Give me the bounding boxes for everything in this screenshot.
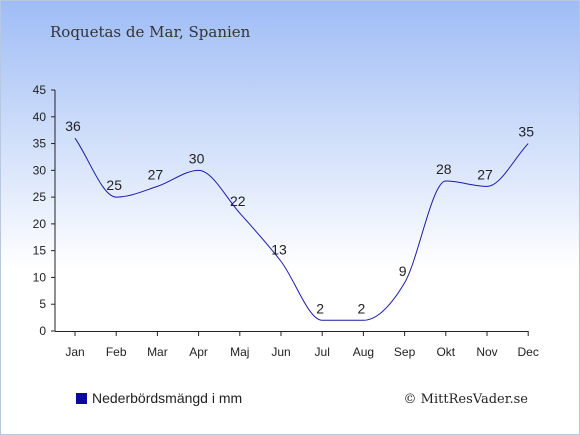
y-tick-label: 5 bbox=[39, 297, 46, 311]
data-label: 36 bbox=[65, 118, 81, 134]
y-tick-label: 45 bbox=[33, 83, 47, 97]
y-tick-label: 0 bbox=[39, 324, 46, 338]
data-label: 2 bbox=[316, 300, 324, 316]
x-tick-label: Feb bbox=[106, 345, 127, 359]
x-tick-label: Jan bbox=[65, 345, 84, 359]
data-label: 9 bbox=[399, 263, 407, 279]
x-tick-label: Sep bbox=[394, 345, 416, 359]
x-tick-label: Nov bbox=[476, 345, 497, 359]
y-tick-label: 30 bbox=[33, 163, 47, 177]
x-tick-label: Okt bbox=[436, 345, 455, 359]
chart-title: Roquetas de Mar, Spanien bbox=[50, 23, 251, 41]
y-tick-label: 15 bbox=[33, 244, 47, 258]
data-label: 35 bbox=[518, 124, 534, 140]
credit-text: © MittResVader.se bbox=[404, 392, 529, 407]
data-label: 27 bbox=[148, 166, 164, 182]
y-tick-label: 10 bbox=[33, 270, 47, 284]
x-tick-label: Jul bbox=[315, 345, 330, 359]
x-tick-label: Aug bbox=[353, 345, 374, 359]
axes bbox=[51, 89, 529, 336]
legend: Nederbördsmängd i mm bbox=[76, 390, 242, 406]
legend-marker bbox=[76, 393, 87, 404]
data-label: 2 bbox=[358, 300, 366, 316]
x-tick-label: Dec bbox=[518, 345, 539, 359]
data-label: 22 bbox=[230, 193, 246, 209]
data-label: 28 bbox=[436, 161, 452, 177]
x-tick-label: Maj bbox=[230, 345, 249, 359]
y-tick-label: 20 bbox=[33, 217, 47, 231]
data-label: 13 bbox=[271, 241, 287, 257]
x-tick-label: Jun bbox=[271, 345, 290, 359]
y-tick-label: 40 bbox=[33, 110, 47, 124]
data-label: 30 bbox=[189, 150, 205, 166]
data-label: 25 bbox=[106, 177, 122, 193]
x-tick-label: Apr bbox=[189, 345, 208, 359]
series-line bbox=[74, 137, 529, 321]
y-tick-label: 25 bbox=[33, 190, 47, 204]
data-label: 27 bbox=[477, 166, 493, 182]
y-tick-labels: 0 5 10 15 20 25 30 35 40 45 bbox=[33, 83, 47, 338]
x-tick-labels: Jan Feb Mar Apr Maj Jun Jul Aug Sep Okt Nov Dec bbox=[65, 345, 539, 359]
legend-label: Nederbördsmängd i mm bbox=[92, 390, 242, 406]
x-tick-label: Mar bbox=[147, 345, 168, 359]
y-tick-label: 35 bbox=[33, 137, 47, 151]
